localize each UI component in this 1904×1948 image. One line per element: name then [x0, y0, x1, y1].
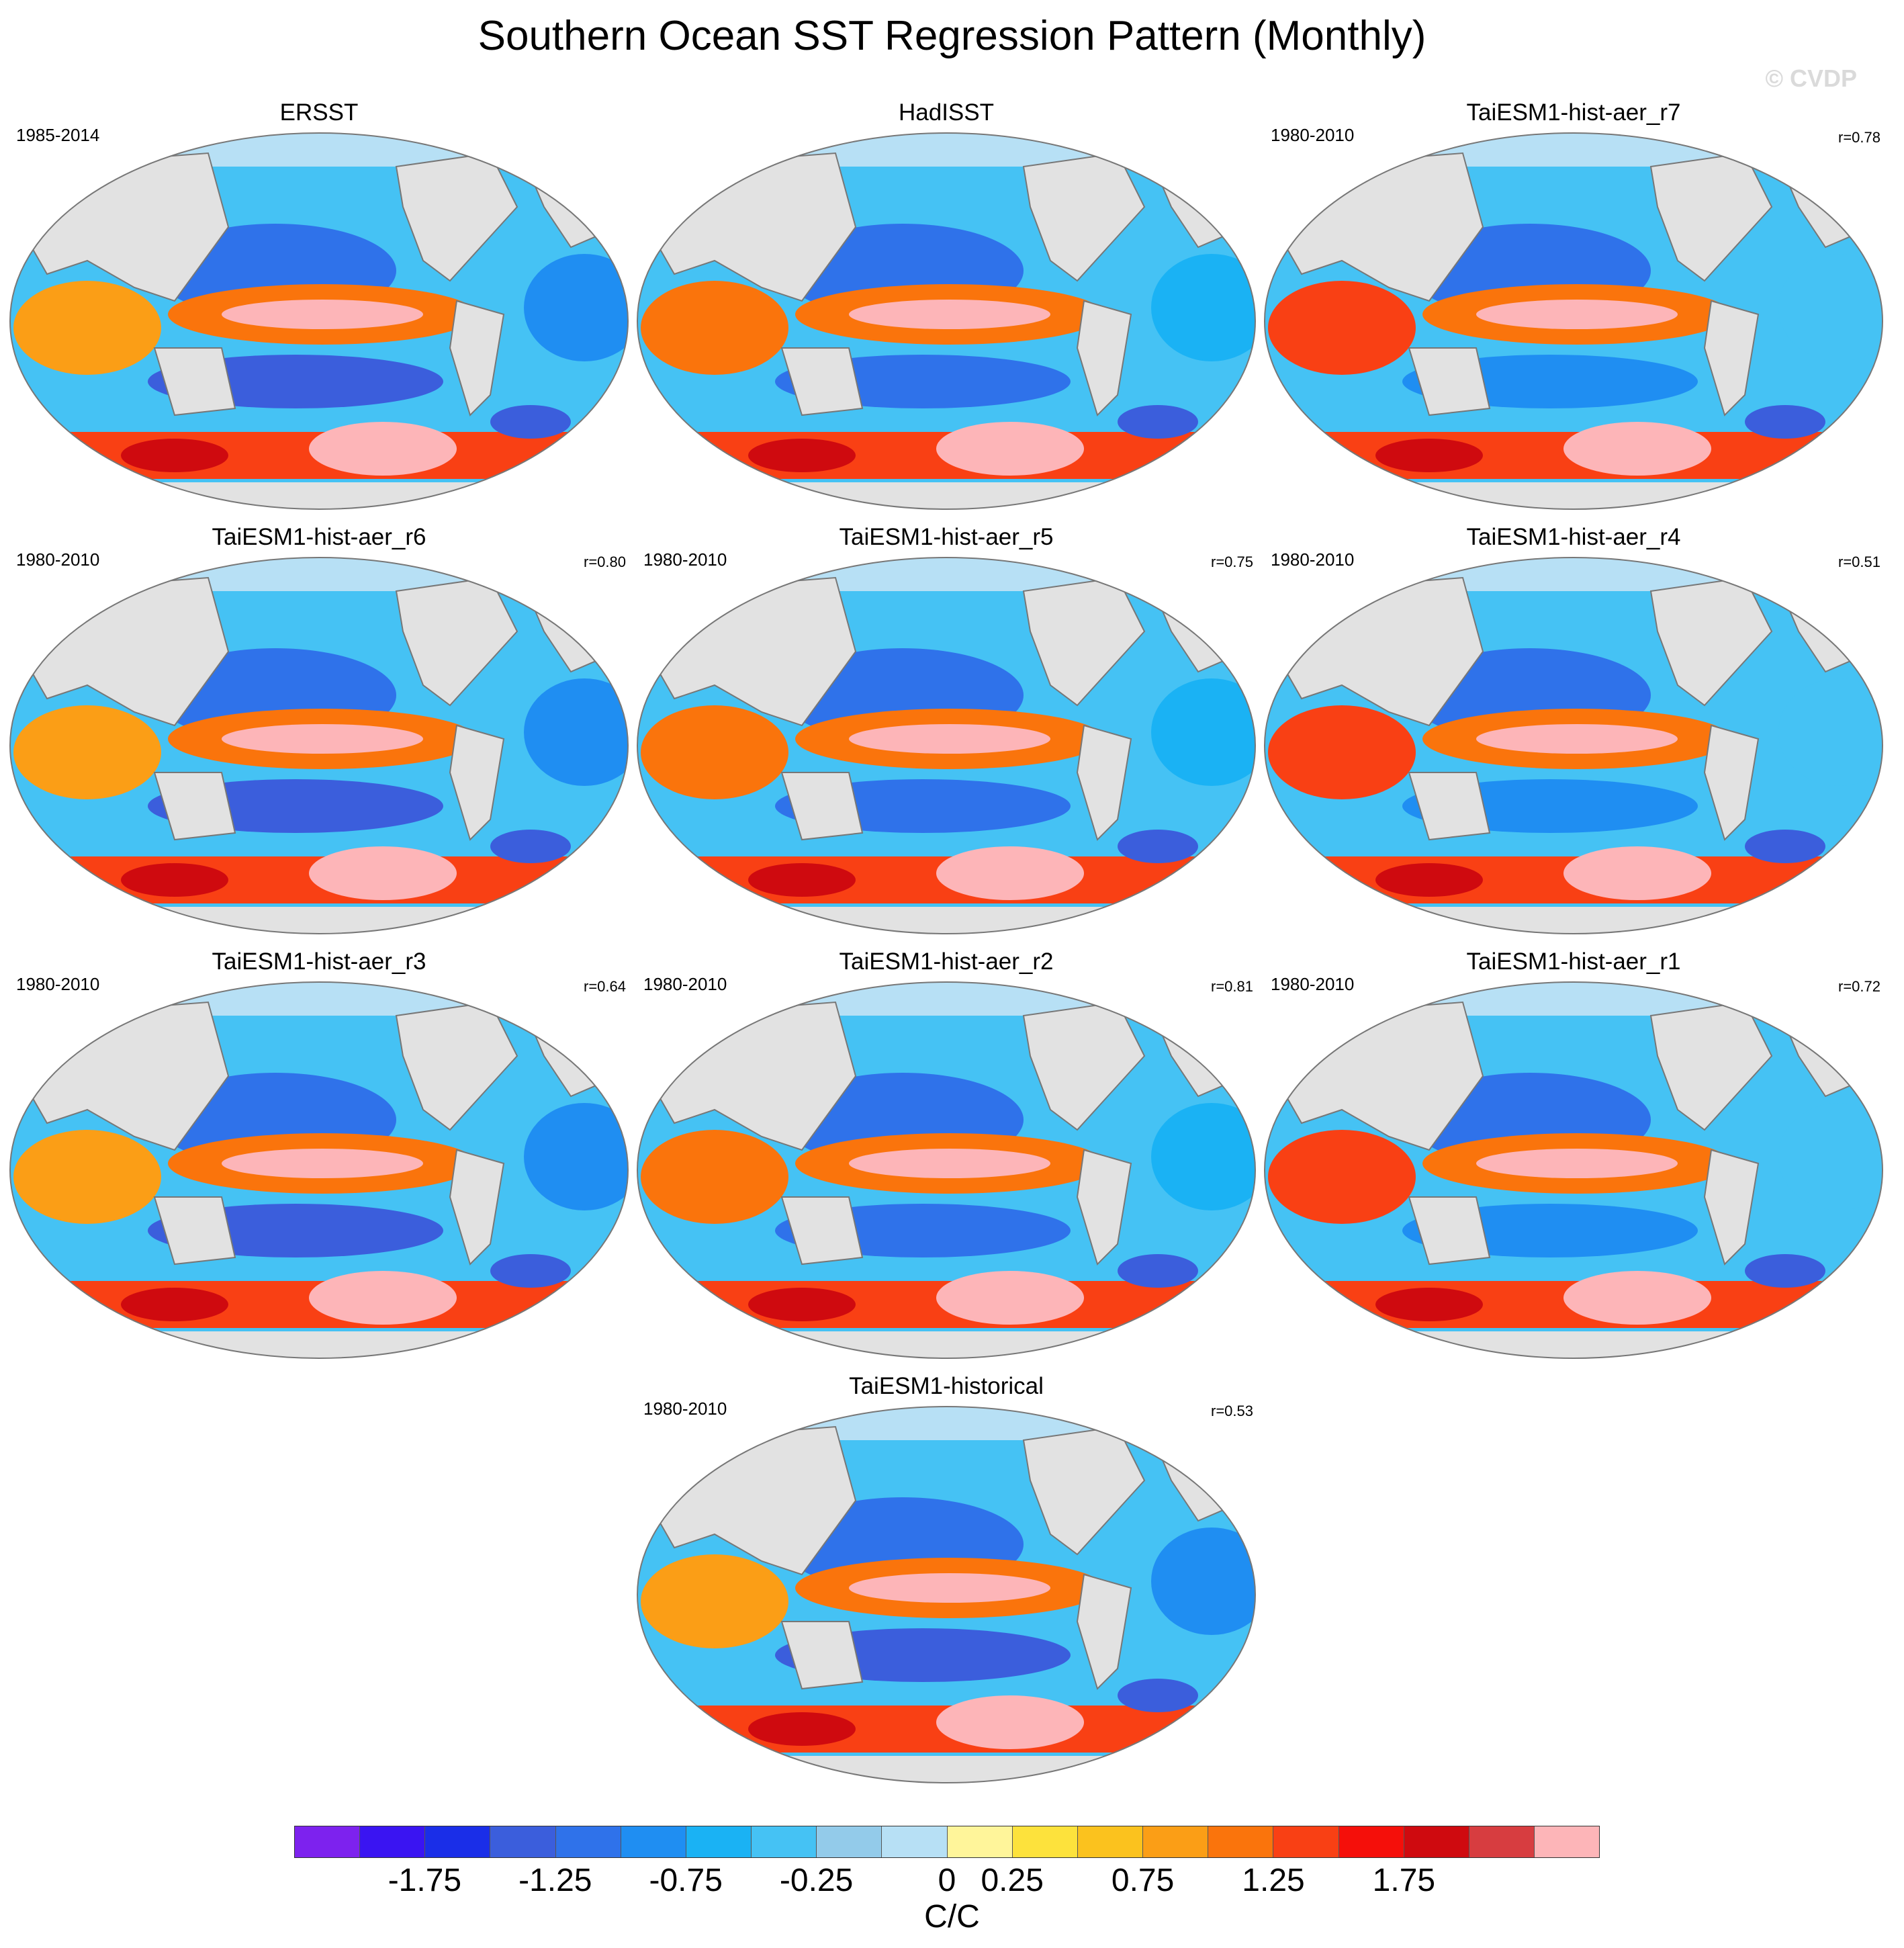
- colorbar-cell: [1339, 1826, 1404, 1857]
- regression-map: [1264, 557, 1883, 934]
- panel-correlation: r=0.53: [1211, 1403, 1253, 1419]
- colorbar-cell: [1143, 1826, 1209, 1857]
- colorbar-cell: [947, 1826, 1013, 1857]
- regression-map: [637, 1406, 1256, 1783]
- colorbar-cell: [1469, 1826, 1535, 1857]
- colorbar-cell: [752, 1826, 817, 1857]
- panel-title: HadISST: [899, 99, 994, 126]
- panel-period: 1980-2010: [16, 549, 100, 570]
- colorbar-cell: [555, 1826, 621, 1857]
- panel-title: TaiESM1-hist-aer_r5: [839, 524, 1054, 550]
- map-panel: TaiESM1-historical 1980-2010 r=0.53: [634, 1373, 1259, 1789]
- panel-period: 1980-2010: [1271, 974, 1355, 994]
- colorbar-cell: [295, 1826, 361, 1857]
- colorbar-tick-label: 0.25: [981, 1863, 1044, 1898]
- panel-correlation: r=0.75: [1211, 554, 1253, 570]
- panel-correlation: r=0.81: [1211, 978, 1253, 995]
- panel-title: TaiESM1-hist-aer_r3: [212, 948, 426, 975]
- panel-title: TaiESM1-hist-aer_r1: [1466, 948, 1681, 975]
- colorbar-cell: [490, 1826, 556, 1857]
- regression-map: [1264, 981, 1883, 1359]
- colorbar-cell: [621, 1826, 686, 1857]
- regression-map: [9, 981, 629, 1359]
- panel-period: 1980-2010: [1271, 125, 1355, 145]
- colorbar-cell: [1534, 1826, 1600, 1857]
- colorbar-tick-label: 0: [938, 1863, 956, 1898]
- panel-period: 1980-2010: [16, 974, 100, 994]
- regression-map: [637, 981, 1256, 1359]
- map-panel: TaiESM1-hist-aer_r6 1980-2010 r=0.80: [7, 524, 631, 940]
- colorbar-cell: [425, 1826, 491, 1857]
- colorbar-tick-label: 1.75: [1372, 1863, 1436, 1898]
- panel-period: 1980-2010: [643, 974, 727, 994]
- map-panel: TaiESM1-hist-aer_r4 1980-2010 r=0.51: [1261, 524, 1886, 940]
- colorbar-cell: [360, 1826, 426, 1857]
- panel-title: TaiESM1-hist-aer_r7: [1466, 99, 1681, 126]
- panel-period: 1980-2010: [643, 1399, 727, 1419]
- colorbar-cell: [817, 1826, 882, 1857]
- colorbar-cell: [1012, 1826, 1078, 1857]
- colorbar-tick-label: -1.75: [388, 1863, 462, 1898]
- colorbar: [294, 1826, 1600, 1858]
- panel-title: TaiESM1-hist-aer_r2: [839, 948, 1054, 975]
- page-title: Southern Ocean SST Regression Pattern (M…: [478, 13, 1426, 59]
- colorbar-ticks: -1.75 -1.25 -0.75 -0.25 0 0.25 0.75 1.25 1.75: [294, 1862, 1600, 1902]
- regression-map: [9, 132, 629, 510]
- colorbar-tick-label: -0.75: [649, 1863, 723, 1898]
- panel-correlation: r=0.80: [584, 554, 626, 570]
- colorbar-cell: [686, 1826, 752, 1857]
- regression-map: [1264, 132, 1883, 510]
- map-panel: ERSST 1985-2014: [7, 99, 631, 516]
- panel-period: 1985-2014: [16, 125, 100, 145]
- panel-title: ERSST: [279, 99, 359, 126]
- colorbar-cell: [882, 1826, 948, 1857]
- panel-title: TaiESM1-hist-aer_r4: [1466, 524, 1681, 550]
- regression-map: [637, 132, 1256, 510]
- colorbar-tick-label: -0.25: [779, 1863, 854, 1898]
- regression-map: [637, 557, 1256, 934]
- colorbar-cell: [1208, 1826, 1274, 1857]
- panel-period: 1980-2010: [643, 549, 727, 570]
- map-panel: HadISST: [634, 99, 1259, 516]
- colorbar-tick-label: -1.25: [518, 1863, 592, 1898]
- map-panel: TaiESM1-hist-aer_r3 1980-2010 r=0.64: [7, 948, 631, 1365]
- colorbar-tick-label: 0.75: [1111, 1863, 1175, 1898]
- panel-title: TaiESM1-historical: [849, 1373, 1044, 1399]
- colorbar-units: C/C: [924, 1899, 980, 1935]
- map-panel: TaiESM1-hist-aer_r5 1980-2010 r=0.75: [634, 524, 1259, 940]
- watermark: © CVDP: [1765, 64, 1857, 92]
- map-panel: TaiESM1-hist-aer_r7 1980-2010 r=0.78: [1261, 99, 1886, 516]
- panel-title: TaiESM1-hist-aer_r6: [212, 524, 426, 550]
- regression-map: [9, 557, 629, 934]
- panel-correlation: r=0.72: [1838, 978, 1880, 995]
- panel-correlation: r=0.78: [1838, 129, 1880, 146]
- colorbar-cell: [1077, 1826, 1144, 1857]
- colorbar-tick-label: 1.25: [1242, 1863, 1305, 1898]
- map-panel: TaiESM1-hist-aer_r1 1980-2010 r=0.72: [1261, 948, 1886, 1365]
- panel-correlation: r=0.51: [1838, 554, 1880, 570]
- colorbar-cell: [1273, 1826, 1339, 1857]
- panel-period: 1980-2010: [1271, 549, 1355, 570]
- colorbar-cell: [1404, 1826, 1469, 1857]
- map-panel: TaiESM1-hist-aer_r2 1980-2010 r=0.81: [634, 948, 1259, 1365]
- panel-correlation: r=0.64: [584, 978, 626, 995]
